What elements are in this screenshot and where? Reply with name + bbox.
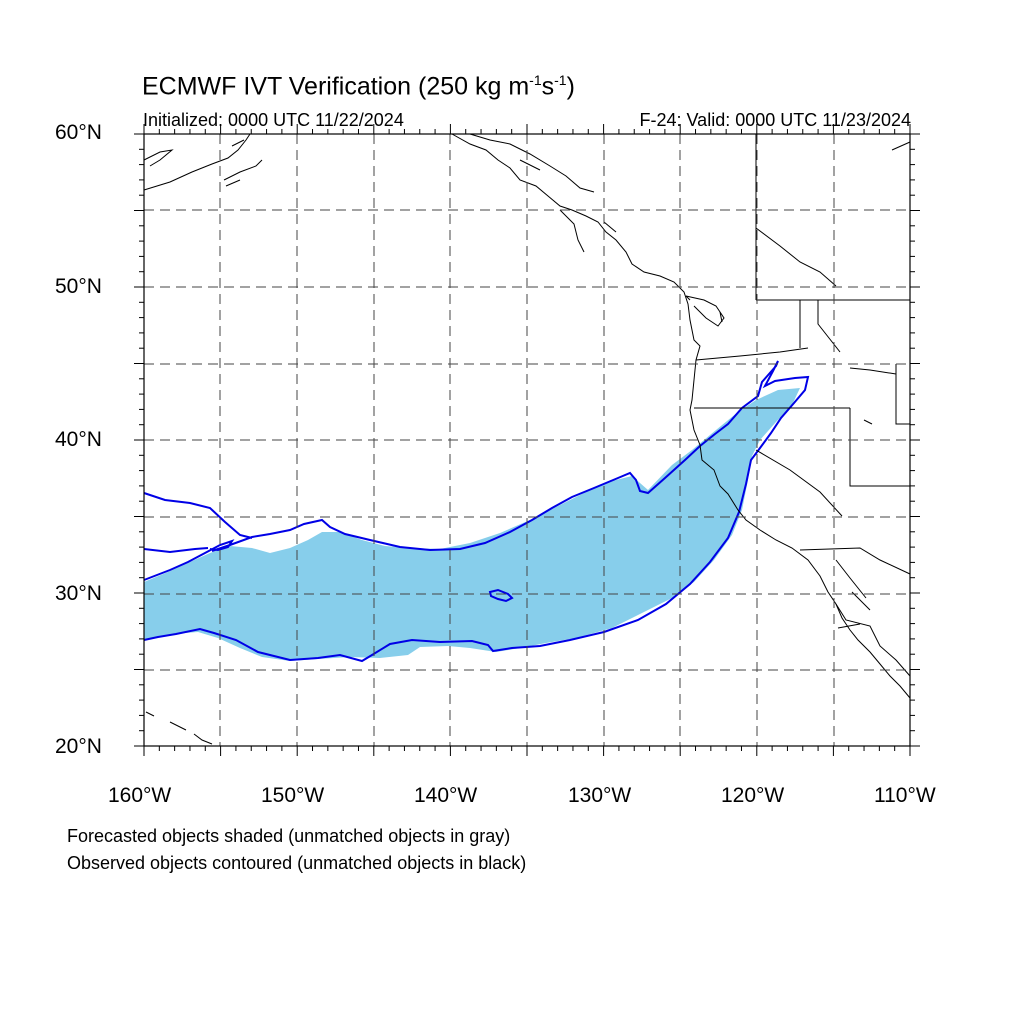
valid-time: F-24: Valid: 0000 UTC 11/23/2024 [639, 110, 912, 130]
lat-label-60n: 60°N [55, 121, 102, 144]
lon-label-160w: 160°W [108, 784, 172, 807]
lat-label-20n: 20°N [55, 735, 102, 758]
observed-ivt-contour [143, 360, 810, 663]
footnote-observed: Observed objects contoured (unmatched ob… [67, 853, 527, 873]
lon-label-140w: 140°W [414, 784, 478, 807]
graticule [144, 134, 910, 746]
observed-small-contour [488, 588, 514, 603]
lon-label-130w: 130°W [568, 784, 632, 807]
lon-label-120w: 120°W [721, 784, 785, 807]
initialized-time: Initialized: 0000 UTC 11/22/2024 [143, 110, 404, 130]
chart-title: ECMWF IVT Verification (250 kg m-1s-1) [142, 72, 575, 101]
lon-label-110w: 110°W [874, 784, 936, 807]
tick-marks [134, 124, 920, 756]
forecast-ivt-object [144, 388, 800, 661]
lon-label-150w: 150°W [261, 784, 325, 807]
lat-label-40n: 40°N [55, 428, 102, 451]
footnote-forecast: Forecasted objects shaded (unmatched obj… [67, 826, 511, 846]
coastlines [143, 133, 911, 745]
lat-label-50n: 50°N [55, 275, 102, 298]
lat-label-30n: 30°N [55, 582, 102, 605]
